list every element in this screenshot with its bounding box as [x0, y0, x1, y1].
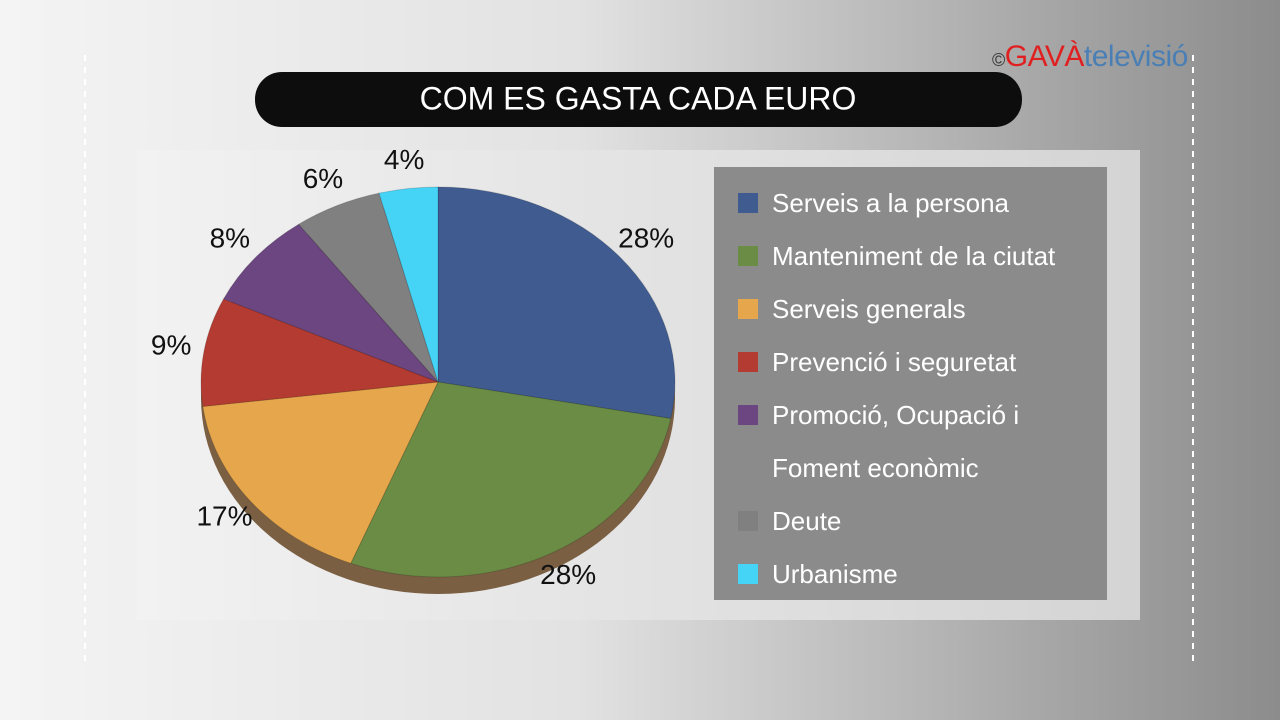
pie-slice — [222, 223, 439, 383]
logo: ©GAVÀtelevisió — [992, 40, 1188, 74]
legend-label: Promoció, Ocupació i Foment econòmic — [772, 400, 1020, 483]
legend-swatch — [738, 511, 758, 531]
legend-swatch — [738, 299, 758, 319]
legend-item: Manteniment de la ciutat — [738, 230, 1093, 283]
logo-suffix: televisió — [1083, 40, 1188, 73]
pie-slice — [350, 381, 672, 578]
chart-title: COM ES GASTA CADA EURO — [420, 80, 857, 116]
legend: Serveis a la persona Manteniment de la ci… — [714, 167, 1107, 600]
pie-slice — [297, 192, 439, 383]
legend-swatch — [738, 352, 758, 372]
legend-label: Manteniment de la ciutat — [772, 241, 1056, 271]
legend-item: Serveis a la persona — [738, 177, 1093, 230]
slice-label: 9% — [151, 330, 191, 361]
pie-slice — [437, 186, 676, 420]
legend-item: Urbanisme — [738, 548, 1093, 601]
logo-copyright: © — [992, 50, 1005, 70]
legend-label: Serveis generals — [772, 294, 966, 324]
slice-label: 28% — [618, 223, 674, 254]
pie-slice — [378, 186, 439, 383]
title-pill — [255, 72, 1022, 127]
legend-item: Serveis generals — [738, 283, 1093, 336]
legend-label: Deute — [772, 506, 842, 536]
frame-bracket — [84, 55, 1194, 665]
legend-swatch — [738, 246, 758, 266]
slice-label: 28% — [540, 559, 596, 590]
slice-label: 6% — [303, 163, 343, 194]
pie-slice — [200, 298, 439, 407]
pie — [200, 186, 676, 578]
slice-label: 17% — [196, 501, 252, 532]
legend-item: Promoció, Ocupació i Foment econòmic — [738, 389, 1093, 495]
slice-label: 4% — [384, 144, 424, 175]
legend-item: Prevenció i seguretat — [738, 336, 1093, 389]
logo-brand: GAVÀ — [1004, 40, 1085, 73]
legend-swatch — [738, 405, 758, 425]
legend-label: Serveis a la persona — [772, 188, 1010, 218]
slice-label: 8% — [210, 223, 250, 254]
legend-label: Urbanisme — [772, 559, 898, 589]
legend-item: Deute — [738, 495, 1093, 548]
legend-label: Prevenció i seguretat — [772, 347, 1017, 377]
legend-swatch — [738, 564, 758, 584]
legend-swatch — [738, 193, 758, 213]
pie-slice — [202, 381, 439, 564]
